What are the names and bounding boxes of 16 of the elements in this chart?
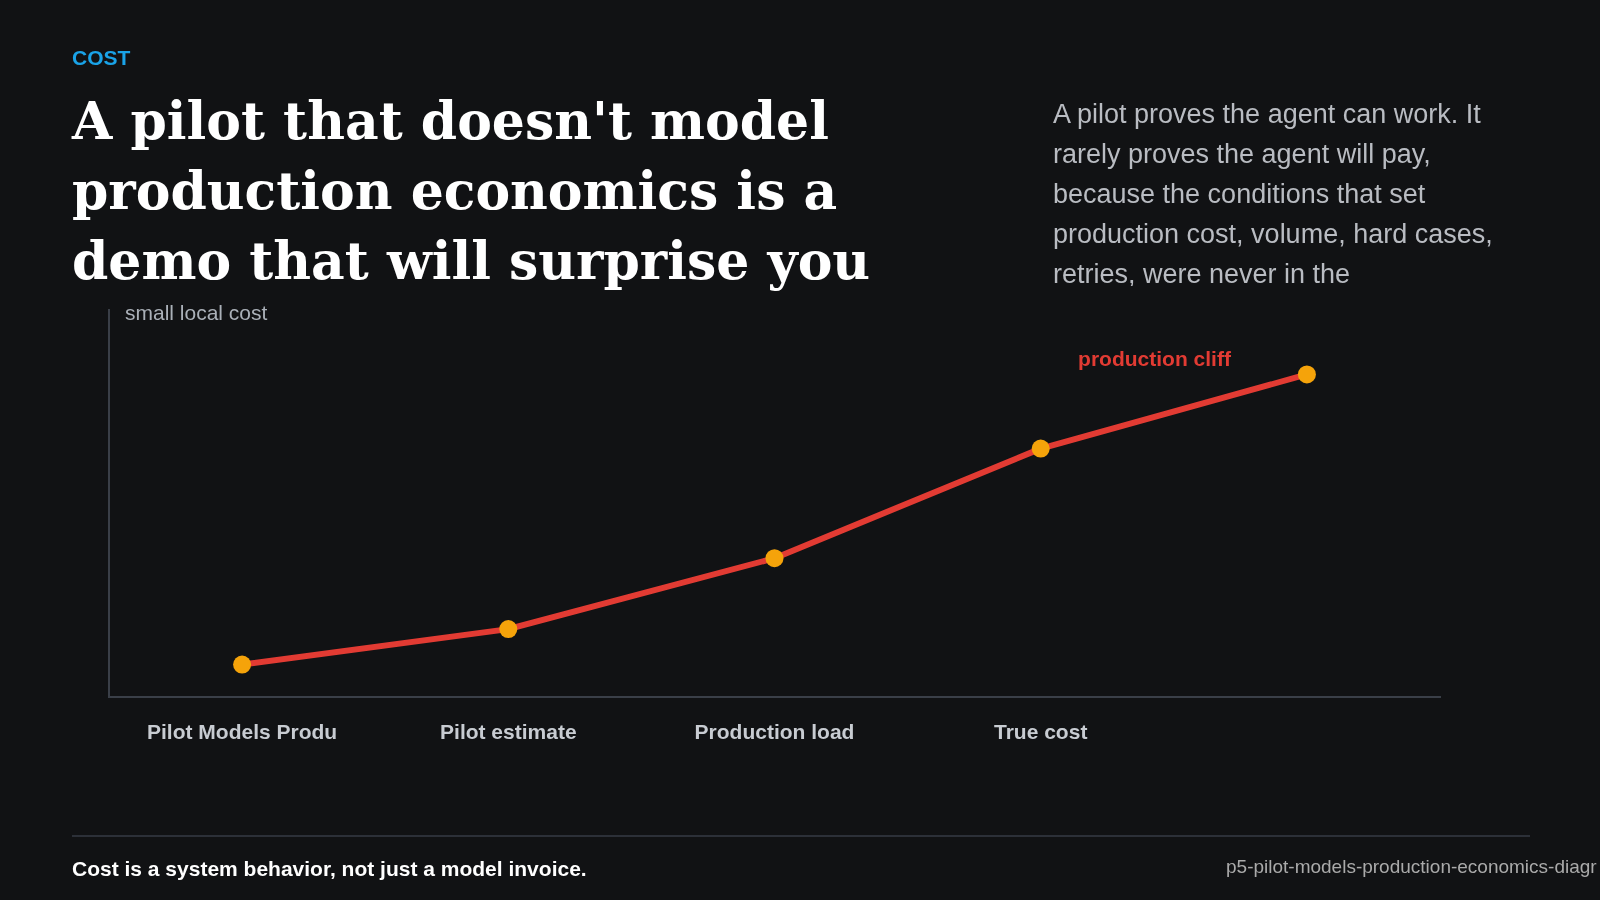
- point: [765, 549, 784, 568]
- x-tick-label: Pilot Models Produ: [147, 720, 338, 744]
- chart-title: A pilot that doesn't model production economics is a demo that will surprise you: [72, 89, 872, 293]
- point: [1297, 365, 1316, 384]
- text: Cost is a system behavior, not just a model invoice.: [72, 857, 587, 881]
- text: production cliff: [1078, 346, 1232, 370]
- x-tick-label: Pilot estimate: [440, 720, 577, 744]
- text: COST: [72, 46, 131, 70]
- chart-subtitle: A pilot proves the agent can work. It rarely proves the agent will pay, because the conditions that set production cost, volume, hard cases, retries, were never in the: [1053, 98, 1494, 289]
- point: [499, 620, 518, 639]
- point: [233, 655, 252, 674]
- x-tick-label: Production load: [694, 720, 855, 744]
- text: p5-pilot-models-production-economics-diagr: [1226, 856, 1597, 878]
- x-tick-label: True cost: [994, 720, 1088, 744]
- text: small local cost: [125, 301, 268, 325]
- point: [1031, 439, 1050, 458]
